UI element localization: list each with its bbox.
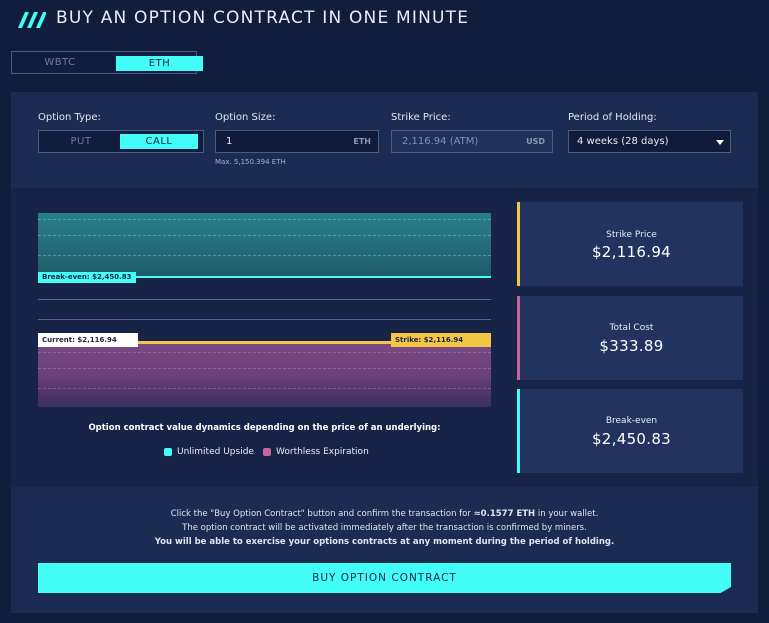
period-label: Period of Holding: <box>568 112 657 123</box>
asset-option-wbtc[interactable]: WBTC <box>44 57 76 68</box>
option-size-hint: Max. 5,150.394 ETH <box>215 158 286 166</box>
footer-line-2: The option contract will be activated im… <box>182 523 587 533</box>
triple-slash-icon <box>18 12 46 28</box>
option-size-unit: ETH <box>353 137 371 146</box>
chart-caption: Option contract value dynamics depending… <box>88 423 441 433</box>
footer-line-1-prefix: Click the "Buy Option Contract" button a… <box>170 509 474 519</box>
strike-price-tag: Strike: $2,116.94 <box>391 333 491 347</box>
option-type-call[interactable]: CALL <box>120 134 198 149</box>
card-value: $333.89 <box>599 337 664 355</box>
upside-area <box>38 213 491 277</box>
card-label: Strike Price <box>606 230 657 240</box>
transaction-amount: ≈0.1577 ETH <box>473 509 536 519</box>
asset-toggle: WBTC ETH <box>11 51 203 74</box>
buy-option-contract-button[interactable]: BUY OPTION CONTRACT <box>38 563 731 593</box>
strike-line <box>38 341 491 344</box>
card-accent-bar <box>517 389 520 473</box>
legend-swatch-worthless <box>263 448 271 456</box>
period-select[interactable]: 4 weeks (28 days) <box>568 130 731 153</box>
break-even-card: Break-even $2,450.83 <box>517 389 743 473</box>
footer-line-3: You will be able to exercise your option… <box>154 537 615 547</box>
card-value: $2,450.83 <box>591 430 672 448</box>
footer-panel <box>11 487 758 613</box>
footer-line-1: Click the "Buy Option Contract" button a… <box>11 509 758 519</box>
total-cost-card: Total Cost $333.89 <box>517 296 743 380</box>
card-accent-bar <box>517 202 520 286</box>
option-size-value: 1 <box>226 136 233 147</box>
break-even-tag: Break-even: $2,450.83 <box>38 272 136 283</box>
asset-option-eth[interactable]: ETH <box>116 56 203 71</box>
option-size-input[interactable]: 1 ETH <box>215 130 379 153</box>
card-label: Total Cost <box>609 323 654 333</box>
card-accent-bar <box>517 296 520 380</box>
legend-label-worthless: Worthless Expiration <box>276 447 369 457</box>
period-value: 4 weeks (28 days) <box>577 136 669 147</box>
card-label: Break-even <box>605 416 658 426</box>
current-price-tag: Current: $2,116.94 <box>38 333 138 347</box>
payoff-chart: Break-even: $2,450.83 Current: $2,116.94… <box>38 213 491 407</box>
option-type-put[interactable]: PUT <box>70 136 92 147</box>
page-title: BUY AN OPTION CONTRACT IN ONE MINUTE <box>56 8 470 28</box>
legend-label-upside: Unlimited Upside <box>177 447 254 457</box>
worthless-area <box>38 344 491 407</box>
chevron-down-icon <box>716 140 724 145</box>
break-even-line <box>38 276 491 278</box>
card-value: $2,116.94 <box>591 243 672 261</box>
strike-price-value: 2,116.94 (ATM) <box>402 136 479 147</box>
legend-swatch-upside <box>164 448 172 456</box>
strike-price-input[interactable]: 2,116.94 (ATM) USD <box>391 130 553 153</box>
option-type-label: Option Type: <box>38 112 101 123</box>
strike-price-card: Strike Price $2,116.94 <box>517 202 743 286</box>
option-size-label: Option Size: <box>215 112 276 123</box>
footer-line-1-suffix: in your wallet. <box>535 509 599 519</box>
option-type-toggle: PUT CALL <box>38 130 204 153</box>
strike-price-label: Strike Price: <box>391 112 451 123</box>
strike-price-unit: USD <box>526 137 545 146</box>
